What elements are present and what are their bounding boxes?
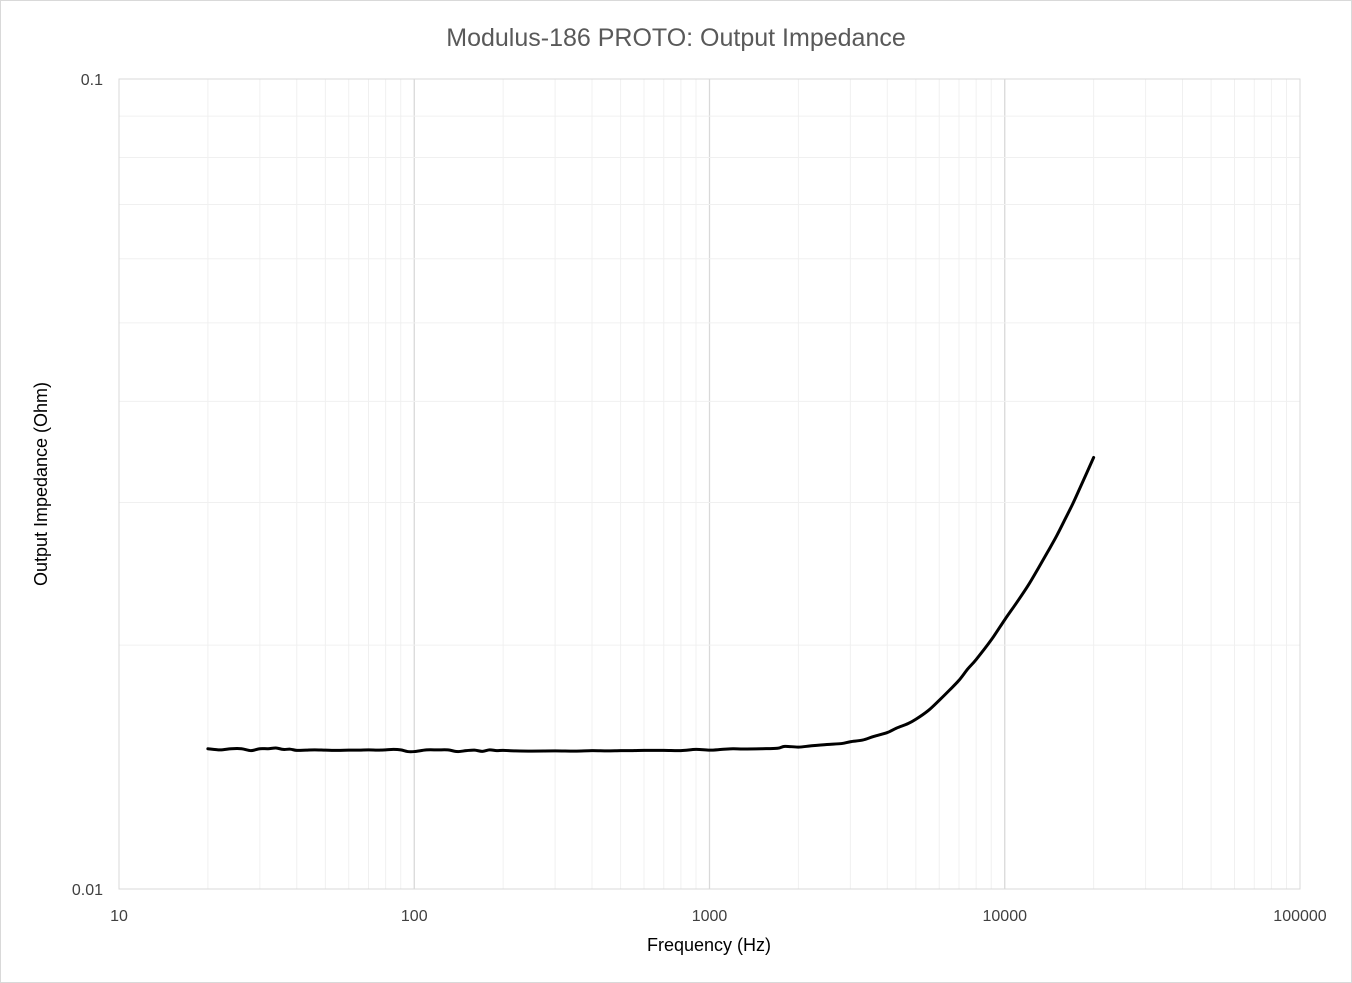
y-axis-title: Output Impedance (Ohm) xyxy=(31,382,51,586)
impedance-series-line xyxy=(206,455,1096,754)
plot-area-border xyxy=(118,78,1301,890)
grid xyxy=(119,79,1300,889)
series-layer xyxy=(206,455,1096,754)
tick-labels: 10 100 1000 10000 100000 0.01 0.1 xyxy=(72,72,1327,925)
x-tick-label: 100000 xyxy=(1273,908,1326,925)
x-tick-label: 10 xyxy=(110,908,128,925)
y-tick-label: 0.1 xyxy=(81,72,103,89)
y-tick-label: 0.01 xyxy=(72,882,103,899)
x-axis-title: Frequency (Hz) xyxy=(647,935,771,955)
x-tick-label: 10000 xyxy=(983,908,1028,925)
x-tick-label: 100 xyxy=(401,908,428,925)
x-tick-label: 1000 xyxy=(692,908,728,925)
chart-title: Modulus-186 PROTO: Output Impedance xyxy=(446,24,906,52)
